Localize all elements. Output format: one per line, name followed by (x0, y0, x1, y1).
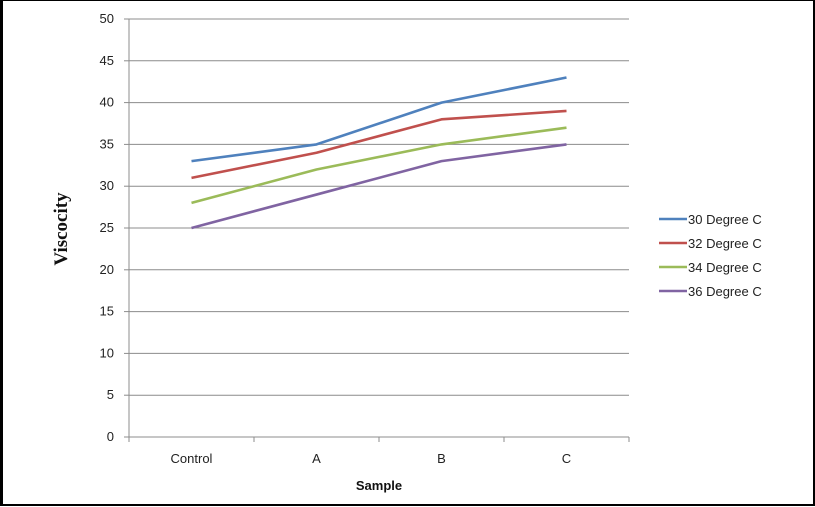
y-axis-label: Viscocity (51, 192, 72, 266)
legend-item: 32 Degree C (659, 236, 762, 251)
x-axis-label: Sample (356, 478, 402, 493)
y-tick-label: 45 (100, 53, 114, 68)
y-tick-label: 5 (107, 387, 114, 402)
y-tick-label: 20 (100, 262, 114, 277)
x-tick-label: B (437, 451, 446, 466)
series-line-4 (191, 143, 567, 230)
legend-item: 36 Degree C (659, 284, 762, 299)
y-tick-label: 35 (100, 136, 114, 151)
x-tick-label: Control (171, 451, 213, 466)
y-tick-label: 40 (100, 95, 114, 110)
line-chart: 0 5 10 15 20 25 30 35 40 45 50 Control A B C Sample V… (51, 11, 762, 493)
legend-label: 36 Degree C (688, 284, 762, 299)
y-tick-label: 50 (100, 11, 114, 26)
legend-label: 32 Degree C (688, 236, 762, 251)
y-tick-label: 10 (100, 345, 114, 360)
x-tick-labels: Control A B C (171, 451, 572, 466)
series-line-3 (191, 126, 567, 205)
series-line-2 (191, 109, 567, 180)
legend-label: 34 Degree C (688, 260, 762, 275)
legend: 30 Degree C 32 Degree C 34 Degree C 36 Degr… (659, 212, 762, 299)
x-tick-label: C (562, 451, 571, 466)
gridlines (124, 18, 629, 438)
x-tick-label: A (312, 451, 321, 466)
y-tick-label: 0 (107, 429, 114, 444)
series-line-1 (191, 76, 567, 163)
y-tick-label: 25 (100, 220, 114, 235)
legend-item: 30 Degree C (659, 212, 762, 227)
axes (128, 19, 630, 442)
series-lines (191, 76, 567, 230)
y-tick-label: 30 (100, 178, 114, 193)
y-tick-labels: 0 5 10 15 20 25 30 35 40 45 50 (100, 11, 114, 444)
legend-item: 34 Degree C (659, 260, 762, 275)
y-tick-label: 15 (100, 304, 114, 319)
legend-label: 30 Degree C (688, 212, 762, 227)
